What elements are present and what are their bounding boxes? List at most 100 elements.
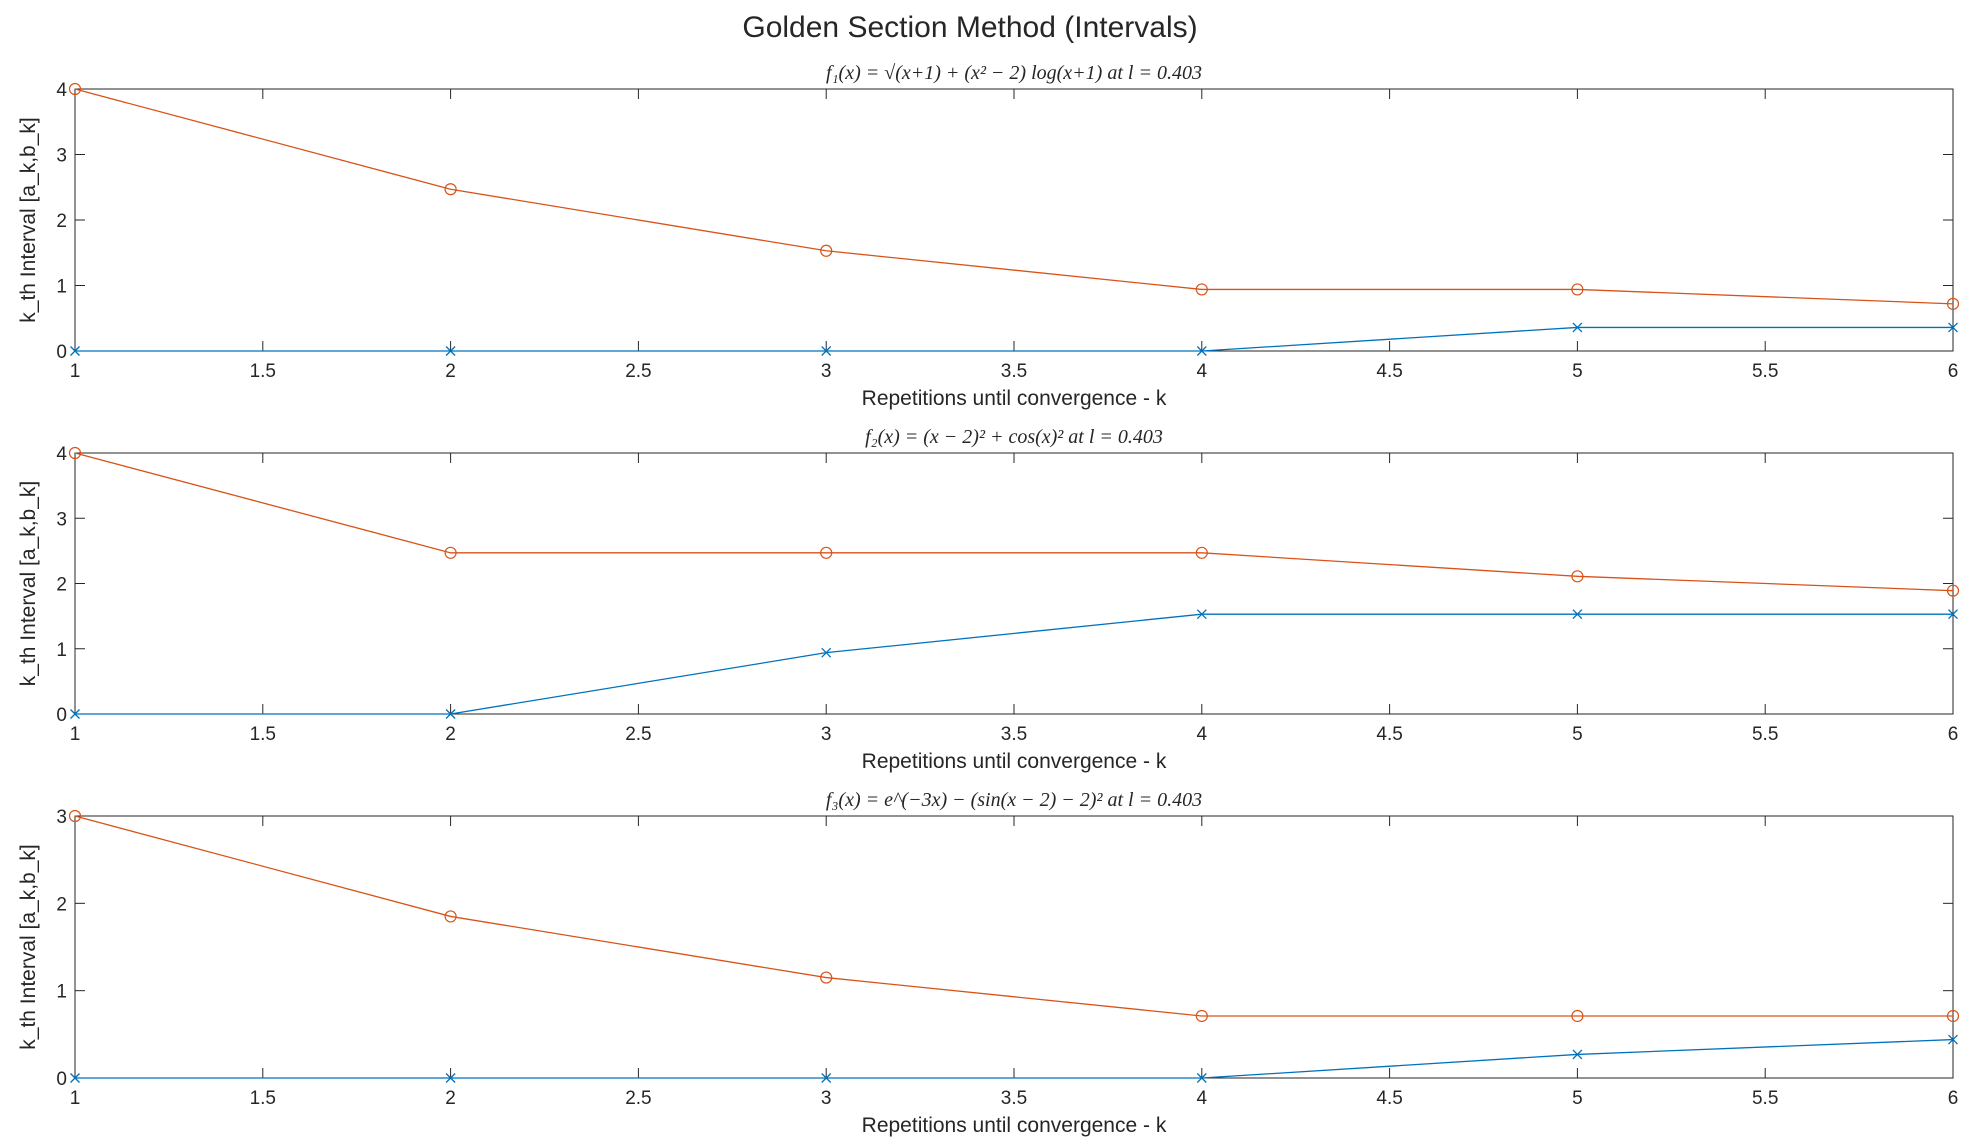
y-tick-label: 4 [56,444,67,465]
data-point [445,1073,456,1083]
data-point-stroke [1572,322,1583,333]
data-point [1572,322,1583,333]
x-tick-label: 4 [1197,724,1208,745]
data-point [1196,609,1207,620]
data-point [1946,584,1960,597]
data-point [1195,1009,1208,1023]
data-point-stroke [1948,322,1958,333]
data-point [1572,609,1583,620]
y-axis-label: k_th Interval [a_k,b_k] [17,481,40,686]
x-tick-label: 1.5 [250,361,276,382]
data-point [445,709,456,719]
data-point [444,183,457,196]
data-point [1196,1073,1207,1083]
data-point [68,446,82,460]
data-point-stroke [70,1073,80,1083]
x-tick-label: 3 [821,361,832,382]
data-point-stroke [70,709,80,719]
series-b [68,446,1960,597]
data-point [445,346,456,356]
data-point-stroke [1196,1073,1207,1083]
x-tick-label: 2.5 [625,724,651,745]
series-line [74,452,1954,592]
axes-frame [74,815,1954,1079]
figure-title: Golden Section Method (Intervals) [742,11,1197,44]
x-tick-label: 3.5 [1001,724,1027,745]
y-tick-label: 3 [56,509,67,530]
data-point [1948,322,1958,333]
data-point-stroke [1196,346,1207,356]
axes-frame [74,88,1954,352]
y-tick-label: 1 [56,640,67,661]
y-tick-label: 0 [56,342,67,363]
x-tick-label: 2.5 [625,361,651,382]
data-point-stroke [1196,609,1207,620]
x-tick-label: 5 [1572,724,1583,745]
y-tick-label: 1 [56,277,67,298]
y-tick-label: 4 [56,80,67,101]
data-point [820,546,833,559]
x-tick-label: 2 [445,361,456,382]
y-tick-label: 0 [56,1069,67,1090]
data-point [1571,283,1584,296]
data-point [1948,1034,1958,1045]
data-point [821,346,832,356]
x-axis-label: Repetitions until convergence - k [862,1114,1167,1137]
series-line [75,1038,1954,1079]
y-tick-label: 3 [56,807,67,828]
data-point-stroke [1572,1049,1583,1060]
data-point-stroke [445,1073,456,1083]
x-tick-label: 5 [1572,1088,1583,1109]
x-tick-label: 2 [445,1088,456,1109]
x-tick-label: 6 [1948,361,1959,382]
y-tick-label: 2 [56,211,67,232]
x-axis-label: Repetitions until convergence - k [862,387,1167,410]
data-point [1571,570,1584,583]
data-point-stroke [1948,1034,1958,1045]
x-tick-label: 2.5 [625,1088,651,1109]
x-tick-label: 1.5 [250,724,276,745]
x-tick-label: 6 [1948,724,1959,745]
data-point [1946,297,1960,310]
data-point [444,910,457,923]
x-tick-label: 6 [1948,1088,1959,1109]
data-point-stroke [821,647,832,658]
data-point [821,1073,832,1083]
y-axis-label: k_th Interval [a_k,b_k] [17,844,40,1049]
data-point [1196,346,1207,356]
x-tick-label: 1 [70,361,81,382]
x-axis-label: Repetitions until convergence - k [862,750,1167,773]
x-tick-label: 4.5 [1376,1088,1402,1109]
data-point-stroke [821,346,832,356]
series-a [70,609,1958,719]
data-point-stroke [445,346,456,356]
data-point [68,809,82,823]
series-b [68,82,1960,310]
data-point-stroke [821,1073,832,1083]
x-tick-label: 5.5 [1752,1088,1778,1109]
x-tick-label: 4.5 [1376,361,1402,382]
data-point [1946,1009,1960,1023]
subplot-title: f₂(x) = (x − 2)² + cos(x)² at l = 0.403 [865,426,1163,448]
x-tick-label: 3.5 [1001,1088,1027,1109]
x-tick-label: 1 [70,724,81,745]
series-line [74,88,1954,305]
data-point [1195,283,1208,296]
data-point [1572,1049,1583,1060]
y-tick-label: 0 [56,705,67,726]
x-tick-label: 2 [445,724,456,745]
data-point [821,647,832,658]
y-tick-label: 2 [56,894,67,915]
x-tick-label: 4.5 [1376,724,1402,745]
data-point-stroke [1948,609,1958,620]
series-b [68,809,1960,1023]
data-point [1195,546,1208,559]
x-tick-label: 3.5 [1001,361,1027,382]
y-tick-label: 1 [56,982,67,1003]
data-point [820,244,833,257]
